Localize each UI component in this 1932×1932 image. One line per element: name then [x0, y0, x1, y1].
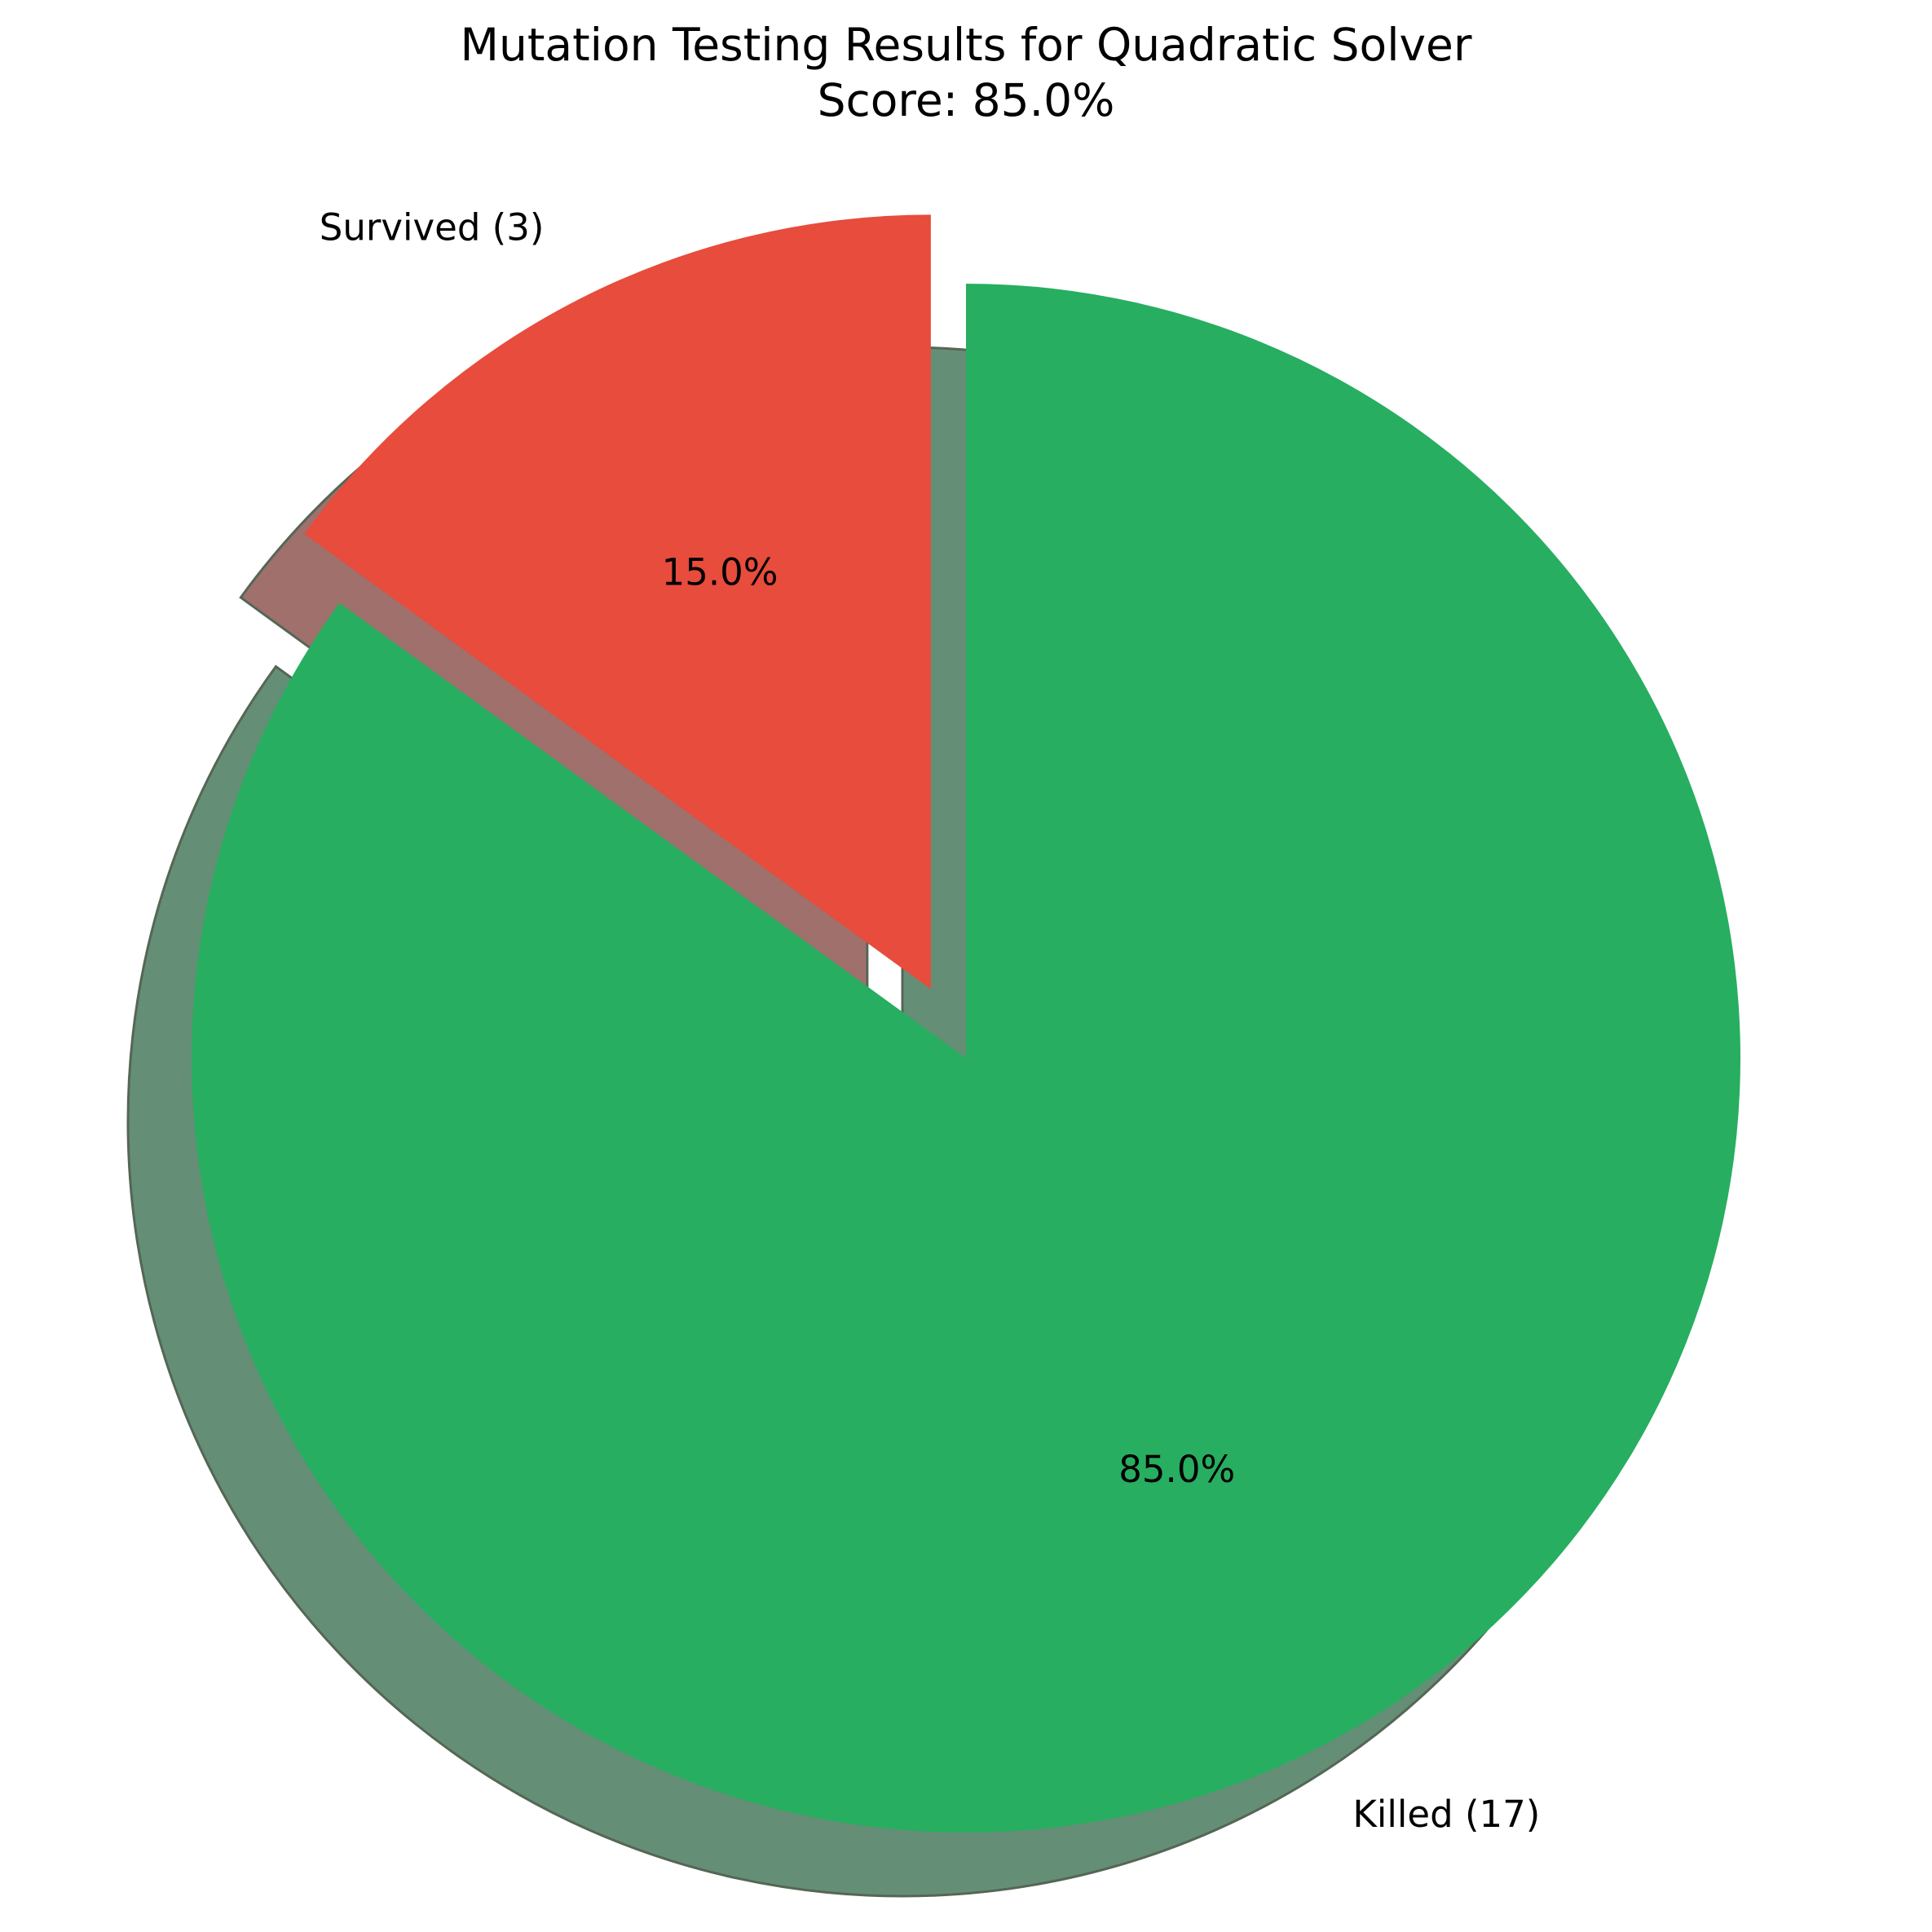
slice-label-survived: Survived (3)	[320, 205, 545, 249]
chart-subtitle: Score: 85.0%	[818, 74, 1115, 126]
slice-layer	[191, 214, 1740, 1833]
chart-title: Mutation Testing Results for Quadratic S…	[461, 19, 1472, 71]
slice-label-killed: Killed (17)	[1352, 1793, 1540, 1836]
slice-percent-survived: 15.0%	[662, 550, 779, 593]
pie-slice-killed	[191, 284, 1740, 1833]
slice-percent-killed: 85.0%	[1118, 1448, 1235, 1491]
pie-slice-survived	[304, 214, 931, 990]
label-layer: Killed (17) 85.0% Survived (3) 15.0%	[320, 205, 1541, 1836]
